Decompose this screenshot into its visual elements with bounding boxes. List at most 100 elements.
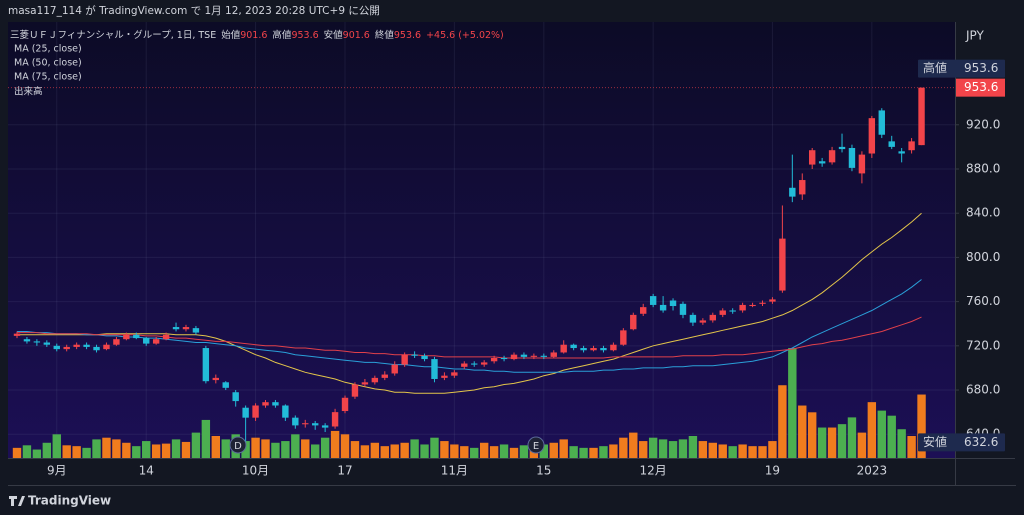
- x-tick-label: 17: [337, 464, 352, 478]
- volume-bar: [450, 444, 459, 458]
- volume-bar: [221, 439, 230, 458]
- candle-body: [351, 384, 359, 397]
- candle-body: [590, 348, 597, 351]
- candle-body: [13, 333, 21, 336]
- volume-bar: [658, 439, 668, 458]
- x-tick-label: 9月: [47, 464, 67, 478]
- volume-bar: [241, 441, 250, 458]
- candle-body: [93, 346, 100, 351]
- volume-bar: [440, 441, 449, 458]
- candle-body: [361, 382, 369, 385]
- volume-bar: [718, 444, 727, 458]
- candle-body: [441, 375, 448, 378]
- event-marker[interactable]: E: [527, 436, 545, 454]
- volume-bar: [360, 445, 370, 458]
- volume-bar: [350, 441, 360, 458]
- legend-ohlc-name: 安値: [324, 29, 344, 41]
- candle-body: [520, 354, 528, 357]
- candle-body: [759, 302, 766, 304]
- volume-bar: [122, 442, 131, 458]
- candle-body: [471, 363, 478, 365]
- volume-bar: [460, 446, 469, 458]
- last-price-tag: [956, 78, 1005, 97]
- legend-ma: MA (50, close): [14, 58, 82, 69]
- x-tick-label: 19: [765, 464, 780, 478]
- candle-body: [809, 150, 816, 165]
- volume-bar: [817, 427, 827, 458]
- event-label[interactable]: E: [533, 441, 539, 452]
- candle-body: [490, 357, 498, 362]
- event-circle[interactable]: [229, 436, 247, 454]
- logo-icon[interactable]: [9, 496, 25, 506]
- candle-body: [381, 374, 388, 378]
- ma-line: [17, 279, 922, 373]
- candle-body: [610, 344, 617, 351]
- currency: JPY: [965, 29, 985, 43]
- volume-bar: [191, 432, 201, 458]
- volume-bar: [678, 439, 688, 458]
- legend-ohlc-name: 高値: [272, 29, 292, 41]
- candle-body: [192, 328, 200, 333]
- y-tick-label: 880.0: [966, 161, 1000, 175]
- volume-bar: [867, 402, 877, 458]
- y-tick-label: 760.0: [966, 294, 1000, 308]
- volume-bar: [738, 444, 747, 458]
- candle-body: [640, 307, 647, 314]
- footer-logo[interactable]: TradingView: [9, 494, 111, 508]
- volume-bar: [171, 439, 181, 458]
- volume-bar: [420, 444, 429, 458]
- volume-bar: [569, 446, 578, 458]
- volume-bar: [410, 439, 419, 458]
- volume-bar: [479, 442, 489, 458]
- candles: [13, 87, 925, 443]
- legend-ma: MA (75, close): [14, 72, 82, 83]
- candle-body: [799, 180, 806, 195]
- event-marker[interactable]: D: [229, 436, 247, 454]
- candle-body: [580, 348, 587, 351]
- candle-body: [252, 405, 259, 418]
- price-tag-box: [918, 433, 1005, 452]
- candle-body: [500, 357, 508, 360]
- candle-body: [331, 412, 339, 427]
- candle-body: [321, 425, 329, 428]
- volume-bar: [509, 447, 519, 458]
- candle-body: [222, 382, 229, 388]
- candle-body: [739, 304, 746, 311]
- candle-body: [749, 304, 756, 307]
- x-tick-label: 12月: [640, 464, 667, 478]
- candle-body: [162, 334, 170, 340]
- footer-brand[interactable]: TradingView: [28, 494, 111, 508]
- last-price-label: 953.6: [964, 80, 998, 94]
- candle-body: [689, 314, 697, 323]
- candle-body: [391, 364, 398, 374]
- volume-bar: [430, 437, 439, 458]
- candle-body: [133, 334, 140, 339]
- event-circle[interactable]: [527, 436, 545, 454]
- volume-bar: [668, 441, 678, 458]
- volume-bar: [758, 446, 767, 458]
- volume-bar: [748, 446, 757, 458]
- volume-bar: [788, 348, 797, 458]
- volume-bar: [380, 446, 389, 458]
- candle-body: [451, 372, 458, 376]
- volume-bar: [688, 436, 698, 458]
- candle-body: [202, 348, 210, 382]
- y-tick-label: 920.0: [966, 117, 1000, 131]
- y-tick-label: 840.0: [966, 206, 1000, 220]
- volume-bar: [808, 412, 817, 458]
- candle-body: [630, 314, 637, 330]
- volume-bar: [768, 441, 777, 458]
- candle-body: [152, 339, 160, 344]
- candle-body: [560, 344, 567, 353]
- header: masa117_114 が TradingView.com で 1月 12, 2…: [8, 4, 380, 17]
- volume-bar: [291, 434, 300, 458]
- volume-bar: [311, 444, 320, 458]
- volume-bar: [320, 437, 330, 458]
- legend-ohlc-name: 終値: [375, 29, 395, 41]
- candle-body: [272, 402, 279, 406]
- volume-bar: [847, 417, 857, 458]
- volume-bar: [181, 441, 191, 458]
- volume-bar: [519, 445, 529, 458]
- event-label[interactable]: D: [234, 441, 242, 452]
